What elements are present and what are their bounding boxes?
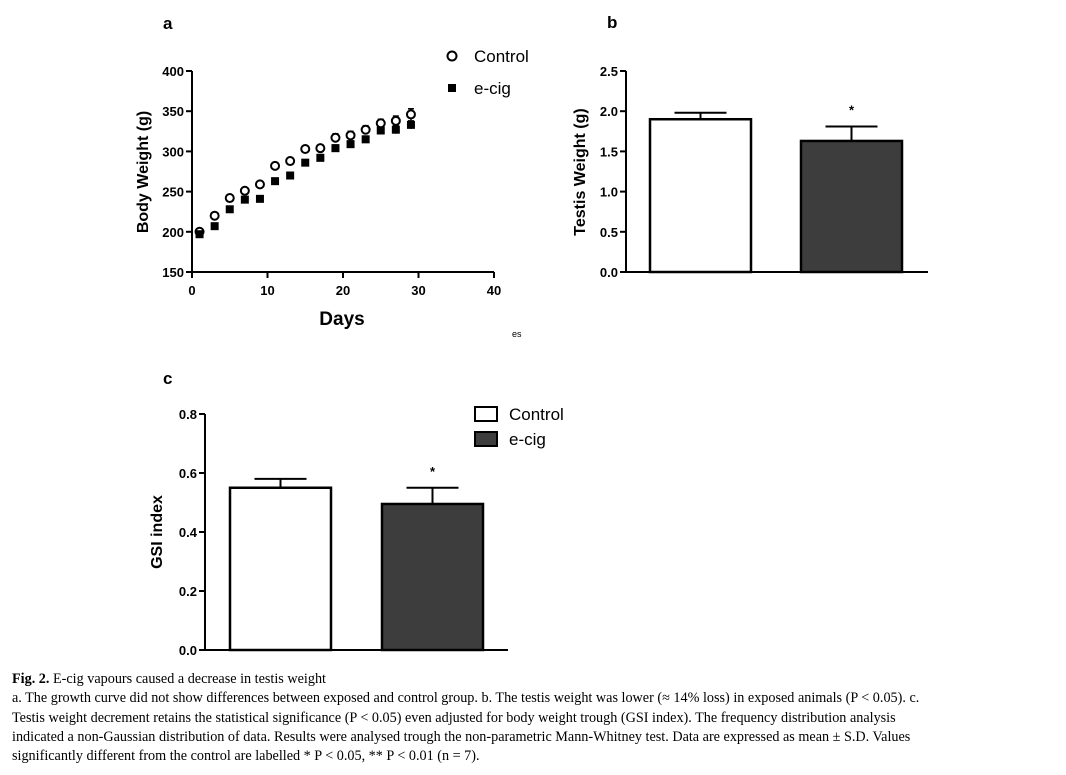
y-tick-label: 1.0 — [600, 185, 618, 200]
y-tick-label: 1.5 — [600, 144, 618, 159]
panel-a-control-point — [345, 130, 356, 141]
panel-label-c: c — [163, 369, 172, 388]
y-tick-label: 2.5 — [600, 64, 618, 79]
caption-line: indicated a non-Gaussian distribution of… — [12, 728, 911, 745]
panel-a-x-tick-label: 20 — [336, 283, 350, 298]
panel-a-ecig-point — [240, 195, 249, 204]
panel-a-ecig-point — [255, 194, 264, 203]
panel-a-control-point — [270, 160, 281, 171]
panel-a-y-tick-label: 350 — [162, 104, 184, 119]
panel-a-control-point — [315, 143, 326, 154]
y-tick-label: 0.4 — [179, 525, 198, 540]
y-tick-label: 0.0 — [600, 265, 618, 280]
panel-a-x-tick-label: 10 — [260, 283, 274, 298]
panel-a-ecig-point — [346, 140, 355, 149]
ecig-bar — [380, 502, 485, 652]
y-tick-label: 0.6 — [179, 466, 197, 481]
panel-a-control-point — [300, 143, 311, 154]
caption-line: Testis weight decrement retains the stat… — [12, 709, 896, 726]
legend-control-swatch — [474, 406, 498, 422]
stray-text: es — [512, 329, 522, 339]
y-tick-label: 2.0 — [600, 104, 618, 119]
panel-a-control-point — [375, 118, 386, 129]
legend-ecig-swatch — [474, 431, 498, 447]
caption-title: E-cig vapours caused a decrease in testi… — [49, 671, 326, 687]
panel-a-y-tick-label: 400 — [162, 64, 184, 79]
panel-a-ecig-point — [301, 158, 310, 167]
panel-c-legend: Control e-cig — [474, 405, 564, 449]
caption-line: significantly different from the control… — [12, 748, 480, 765]
y-tick-label: 0.0 — [179, 643, 197, 658]
panel-a-control-point — [390, 115, 401, 126]
panel-a-control-point — [405, 109, 416, 120]
control-bar — [648, 117, 753, 274]
panel-a-ecig-point — [391, 125, 400, 134]
panel-a-y-tick-label: 150 — [162, 265, 184, 280]
panel-a-x-axis-title: Days — [319, 309, 364, 330]
panel-b-y-axis-title: Testis Weight (g) — [572, 108, 589, 235]
caption-title-line: Fig. 2. E-cig vapours caused a decrease … — [12, 670, 1052, 689]
panel-a-y-tick-label: 200 — [162, 225, 184, 240]
panel-a-x-tick-label: 40 — [487, 283, 501, 298]
ecig-significance-mark: * — [430, 464, 436, 479]
panel-a-ecig-point — [376, 126, 385, 135]
panel-a-control-point — [360, 124, 371, 135]
legend-ecig-label: e-cig — [509, 430, 546, 449]
legend-ecig-label: e-cig — [474, 79, 511, 98]
panel-a-control-point — [239, 185, 250, 196]
panel-a-legend: Control e-cig — [446, 47, 529, 98]
panel-c-bar-chart: GSI index 0.0 0.2 0.4 0.6 0.8 * Control e-ci… — [149, 405, 564, 658]
panel-a-ecig-point — [225, 205, 234, 214]
y-tick-label: 0.2 — [179, 584, 197, 599]
panel-a-ecig-point — [316, 153, 325, 162]
panel-a-ecig-point — [271, 177, 280, 186]
caption-line: a. The growth curve did not show differe… — [12, 690, 920, 707]
panel-a-y-tick-label: 300 — [162, 144, 184, 159]
panel-a-control-point — [254, 179, 265, 190]
legend-ecig-marker — [448, 84, 456, 92]
y-tick-label: 0.8 — [179, 407, 197, 422]
panel-a-x-tick-label: 30 — [411, 283, 425, 298]
panel-a-scatter-chart: Body Weight (g) Days 150 200 250 300 350 400 0… — [135, 47, 529, 330]
legend-control-marker — [446, 50, 458, 62]
panel-a-ecig-point — [195, 230, 204, 239]
control-bar — [228, 486, 333, 652]
panel-a-control-point — [224, 193, 235, 204]
panel-label-a: a — [163, 14, 173, 33]
y-tick-label: 0.5 — [600, 225, 618, 240]
panel-a-control-point — [285, 156, 296, 167]
panel-a-ecig-point — [210, 222, 219, 231]
caption-fig-label: Fig. 2. — [12, 671, 50, 687]
panel-a-ecig-point — [286, 171, 295, 180]
panel-a-x-tick-label: 0 — [188, 283, 195, 298]
panel-a-y-axis-title: Body Weight (g) — [135, 111, 152, 233]
ecig-bar — [799, 139, 904, 274]
panel-label-b: b — [607, 13, 617, 32]
figure-caption: Fig. 2. E-cig vapours caused a decrease … — [12, 670, 1052, 766]
panel-c-y-axis-title: GSI index — [149, 495, 166, 569]
legend-control-label: Control — [509, 405, 564, 424]
panel-a-ecig-point — [361, 135, 370, 144]
panel-a-ecig-point — [406, 120, 415, 129]
ecig-significance-mark: * — [849, 102, 855, 117]
legend-control-label: Control — [474, 47, 529, 66]
panel-a-y-tick-label: 250 — [162, 185, 184, 200]
figure-canvas: a b c Body Weight (g) Days 1502002503003… — [135, 13, 928, 658]
panel-a-control-point — [209, 210, 220, 221]
panel-b-bar-chart: Testis Weight (g) 0.0 0.5 1.0 1.5 2.0 2.5 * — [572, 64, 928, 280]
panel-a-control-point — [330, 132, 341, 143]
panel-a-ecig-point — [331, 144, 340, 153]
